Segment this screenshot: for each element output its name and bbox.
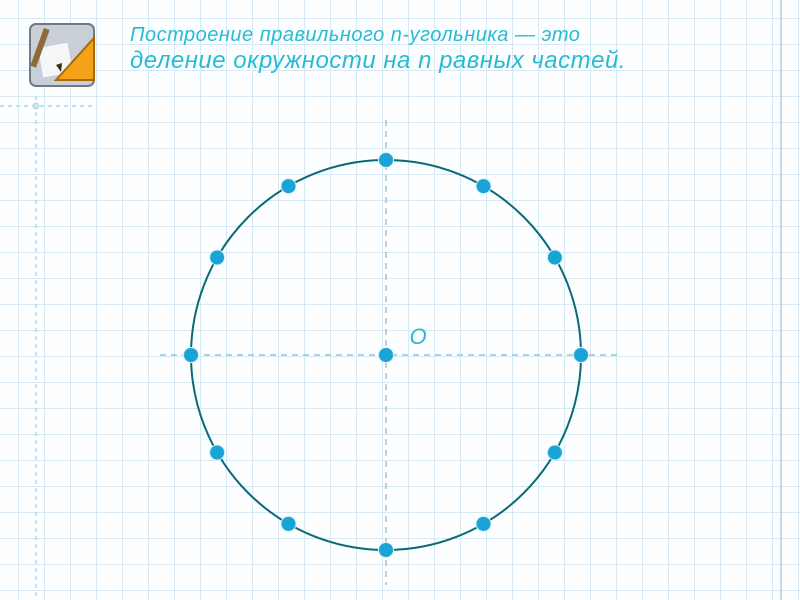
right-margin-rule xyxy=(780,0,782,600)
drafting-tools-icon xyxy=(26,18,100,92)
title-block: Построение правильного n-угольника — это… xyxy=(130,24,760,75)
page-root: Построение правильного n-угольника — это… xyxy=(0,0,800,600)
title-line-2: деление окружности на n равных частей. xyxy=(130,47,760,75)
grid-background xyxy=(0,0,800,600)
title-line-1: Построение правильного n-угольника — это xyxy=(130,24,760,47)
